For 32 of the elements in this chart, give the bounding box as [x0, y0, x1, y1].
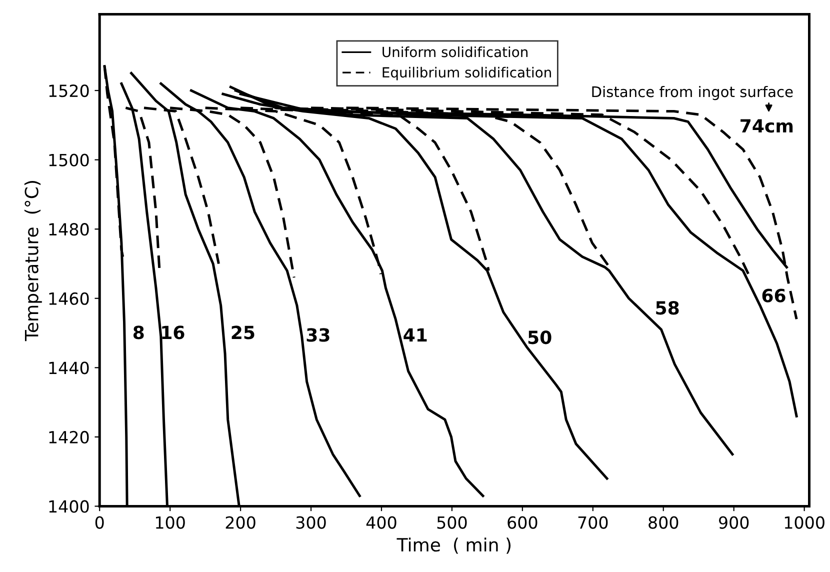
annotation: 33 — [306, 328, 330, 342]
x-tick-label: 800 — [648, 516, 678, 529]
annotation: 25 — [232, 326, 254, 340]
x-axis-title: Time ( min ) — [396, 538, 511, 554]
y-tick-label: 1400 — [49, 500, 89, 513]
annotation: 8 — [133, 326, 144, 340]
x-tick-label: 900 — [718, 516, 749, 529]
annotation: 58 — [656, 301, 679, 315]
x-tick-label: 1000 — [784, 516, 824, 529]
annotation: 50 — [528, 330, 552, 344]
x-tick-label: 200 — [226, 516, 256, 529]
x-tick-label: 400 — [366, 516, 396, 529]
y-tick-label: 1460 — [49, 292, 89, 305]
x-tick-label: 0 — [95, 516, 104, 529]
y-tick-label: 1500 — [49, 154, 89, 166]
annotation: Distance from ingot surface — [592, 86, 793, 100]
x-tick-label: 600 — [508, 516, 538, 529]
annotation: 66 — [762, 288, 786, 302]
y-tick-label: 1440 — [49, 362, 89, 374]
y-tick-label: 1480 — [49, 223, 89, 236]
y-axis-title: Temperature (°C) — [24, 181, 42, 342]
y-tick-label: 1420 — [49, 430, 89, 444]
x-tick-label: 100 — [156, 516, 185, 529]
annotation: 74cm — [740, 119, 793, 133]
annotation: 41 — [404, 328, 427, 342]
legend-label: Equilibrium solidification — [382, 66, 551, 80]
y-tick-label: 1520 — [49, 84, 89, 98]
x-tick-label: 700 — [578, 516, 608, 529]
x-tick-label: 500 — [437, 516, 467, 529]
x-tick-label: 300 — [296, 516, 326, 529]
legend-label: Uniform solidification — [382, 46, 528, 58]
annotation: 16 — [162, 326, 184, 340]
